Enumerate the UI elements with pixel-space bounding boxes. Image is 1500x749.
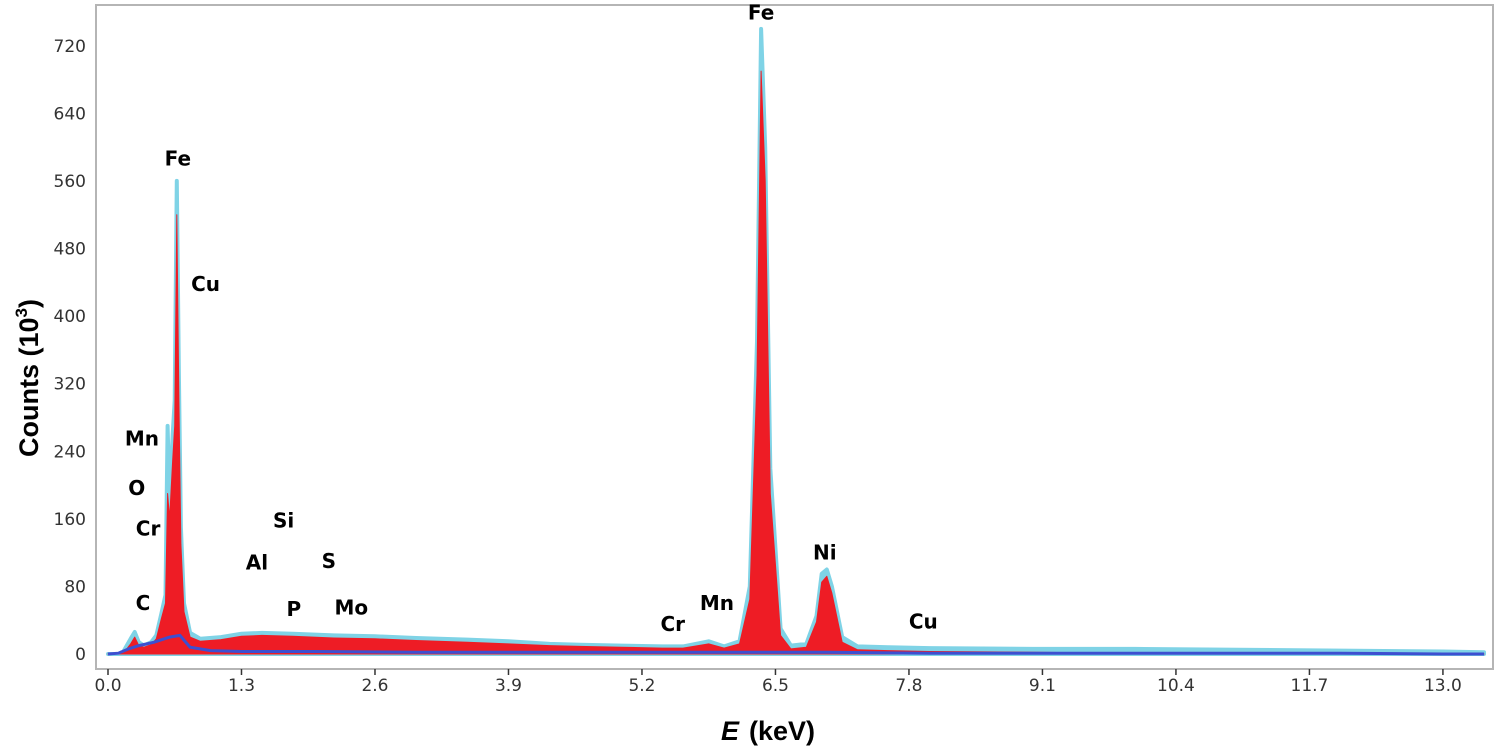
x-tick-label: 3.9: [495, 676, 522, 696]
series-background: [107, 633, 1484, 656]
peak-label: Cr: [661, 612, 686, 636]
peak-label: Fe: [748, 1, 774, 25]
y-tick-label: 400: [54, 307, 86, 327]
x-tick-label: 11.7: [1291, 676, 1329, 696]
y-axis-title-superscript: 3: [12, 308, 31, 317]
y-tick-label: 560: [54, 172, 86, 192]
peak-label: Si: [273, 508, 294, 532]
y-tick-label: 80: [64, 577, 86, 597]
x-tick-label: 1.3: [228, 676, 255, 696]
peak-label: Cu: [191, 272, 220, 296]
y-axis-title-close: ): [14, 299, 44, 308]
y-tick-label: 720: [54, 37, 86, 57]
peak-label: Mn: [700, 591, 734, 615]
peak-label: Mo: [335, 595, 369, 619]
x-tick-label: 5.2: [628, 676, 655, 696]
x-tick-label: 2.6: [361, 676, 388, 696]
peak-label: Mn: [125, 426, 159, 450]
y-axis-title-base: Counts (10: [14, 317, 44, 457]
x-tick-label: 13.0: [1424, 676, 1462, 696]
x-axis-title-symbol: E: [721, 716, 740, 746]
x-tick-label: 10.4: [1157, 676, 1195, 696]
peak-label: Ni: [813, 540, 837, 564]
peak-label: Cu: [909, 610, 938, 634]
x-axis-title: E (keV): [721, 716, 815, 746]
peak-label: P: [287, 597, 302, 621]
peak-label: Fe: [165, 147, 191, 171]
x-tick-label: 6.5: [762, 676, 789, 696]
x-tick-label: 9.1: [1029, 676, 1056, 696]
x-tick-label: 0.0: [94, 676, 121, 696]
y-tick-label: 240: [54, 442, 86, 462]
x-tick-label: 7.8: [895, 676, 922, 696]
peak-label: Cr: [136, 517, 161, 541]
y-axis-title: Counts (103): [12, 299, 44, 457]
peak-label: Al: [246, 551, 268, 575]
series-layer: [106, 26, 1486, 656]
series-envelope: [106, 26, 1486, 656]
peak-label: S: [322, 549, 336, 573]
y-tick-label: 640: [54, 104, 86, 124]
x-axis-ticks: 0.0 1.3 2.6 3.9 5.2 6.5 7.8 9.1 10.4 11.7 13.0: [94, 669, 1462, 696]
peak-label: O: [128, 476, 145, 500]
y-tick-label: 320: [54, 375, 86, 395]
y-tick-label: 160: [54, 510, 86, 530]
y-tick-label: 480: [54, 240, 86, 260]
y-tick-label: 0: [75, 645, 86, 665]
plot-frame: [95, 4, 1494, 670]
x-axis-title-unit: (keV): [749, 716, 815, 746]
series-fill: [107, 70, 1485, 655]
peak-label: C: [136, 591, 151, 615]
y-axis-ticks: 0 80 160 240 320 400 480 560 640 720: [54, 37, 86, 665]
